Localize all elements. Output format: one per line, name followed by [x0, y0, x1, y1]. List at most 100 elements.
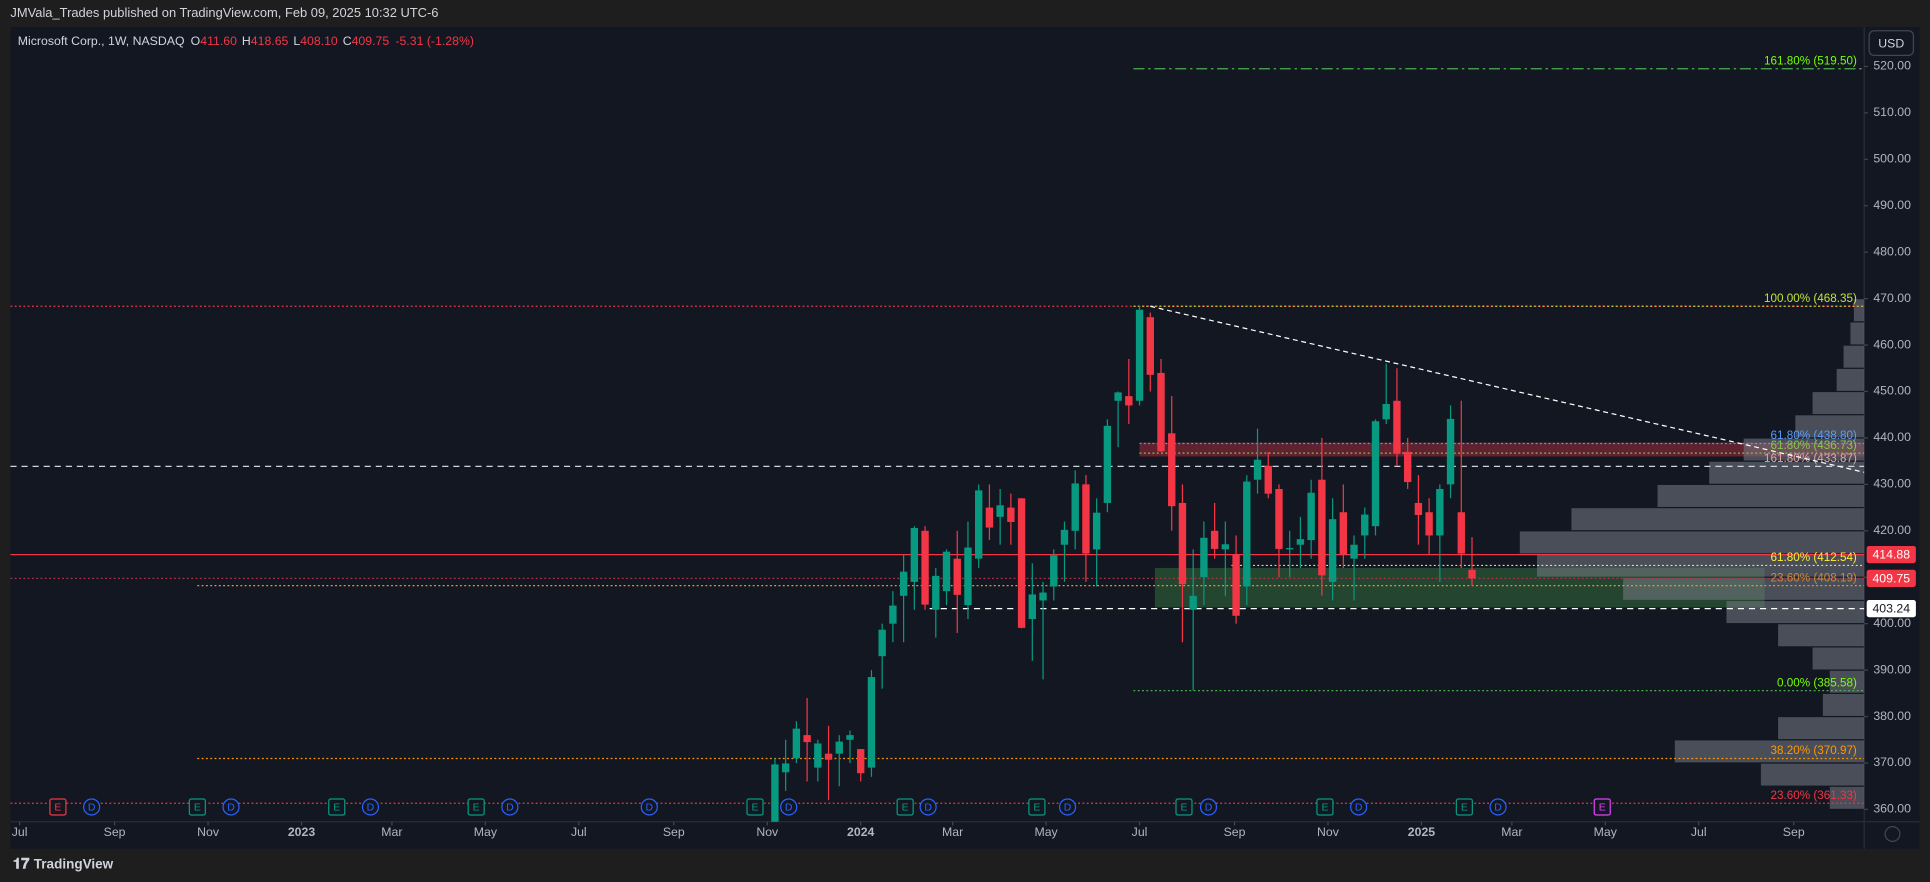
candle-body	[953, 558, 961, 595]
event-marker	[501, 798, 519, 816]
candle-body	[1403, 451, 1412, 483]
x-tick-label: Jul	[12, 825, 28, 839]
currency-button[interactable]	[1868, 30, 1915, 56]
candle-body	[942, 551, 951, 592]
candle-body	[1092, 512, 1101, 550]
volume-profile-bar	[1778, 717, 1865, 740]
legend-value: 418.65	[251, 34, 289, 48]
x-tick-label: Jul	[571, 825, 587, 839]
candle-body	[803, 735, 811, 743]
candle-body	[921, 530, 929, 605]
chart-area	[10, 27, 1920, 849]
y-tick-label: 420.00	[1873, 523, 1911, 537]
candle-body	[1039, 592, 1047, 601]
candle-body	[1318, 479, 1326, 576]
event-label: D	[924, 802, 932, 813]
event-label: E	[1321, 802, 1328, 813]
event-marker	[1489, 798, 1507, 816]
candle-body	[1135, 309, 1144, 401]
candle-body	[1286, 547, 1294, 550]
candle-body	[781, 763, 790, 773]
event-marker	[746, 798, 764, 816]
x-tick-label: May	[1034, 825, 1058, 839]
event-label: E	[902, 802, 909, 813]
event-marker	[222, 798, 240, 816]
event-marker	[1175, 798, 1193, 816]
price-label-box	[1866, 569, 1916, 588]
event-label: D	[1064, 802, 1072, 813]
y-tick-label: 500.00	[1873, 152, 1911, 166]
volume-profile-bar	[1571, 508, 1865, 531]
footer-logo: 𝟏𝟕	[13, 857, 30, 873]
legend-symbol: Microsoft Corp., 1W, NASDAQ	[18, 34, 185, 48]
candle-body	[1361, 514, 1369, 536]
y-tick-label: 450.00	[1873, 384, 1911, 398]
candle-body	[932, 575, 940, 610]
event-marker	[467, 798, 485, 816]
candle-body	[1103, 425, 1112, 503]
y-tick-label: 460.00	[1873, 337, 1911, 351]
volume-profile-bar	[1829, 786, 1865, 809]
event-marker	[640, 798, 658, 816]
event-marker	[919, 798, 937, 816]
level-label: 23.60% (408.19)	[1771, 571, 1857, 584]
x-tick-label: Sep	[663, 825, 685, 839]
volume-profile-bar	[1850, 322, 1865, 345]
y-tick-label: 390.00	[1873, 662, 1911, 676]
x-tick-label: 2025	[1408, 825, 1436, 839]
candle-body	[1200, 537, 1208, 578]
legend: Microsoft Corp., 1W, NASDAQ O411.60 H418.6…	[18, 34, 474, 48]
x-tick-label: Nov	[1317, 825, 1340, 839]
legend-change: -5.31 (-1.28%)	[395, 34, 474, 48]
level-label: 61.80% (436.73)	[1771, 439, 1857, 452]
logo-mark: 𝟏𝟕	[13, 857, 30, 873]
event-label: D	[367, 802, 375, 813]
level-label: 161.80% (433.87)	[1764, 452, 1857, 465]
event-label: D	[506, 802, 514, 813]
candle-body	[1414, 502, 1423, 516]
candle-body	[1350, 544, 1358, 559]
event-label: E	[473, 802, 480, 813]
candle-body	[1082, 484, 1090, 554]
volume-profile-bar	[1657, 484, 1865, 507]
candle-body	[1425, 512, 1433, 536]
candle-body	[1007, 507, 1015, 522]
candle-body	[910, 528, 919, 582]
level-label: 61.80% (438.80)	[1771, 429, 1857, 442]
event-marker	[1028, 798, 1046, 816]
legend-value: 409.75	[352, 34, 390, 48]
legend-key: C	[343, 34, 352, 48]
x-tick-label: Mar	[381, 825, 402, 839]
footer-brand: TradingView	[34, 856, 114, 871]
legend-key: O	[191, 34, 201, 48]
candle-body	[824, 753, 833, 760]
y-tick-label: 520.00	[1873, 59, 1911, 73]
volume-profile-bar	[1795, 415, 1865, 438]
candle-body	[1221, 544, 1230, 550]
level-label: 61.80% (412.54)	[1771, 551, 1857, 564]
candle-body	[1071, 483, 1079, 531]
candle-body	[1275, 489, 1283, 549]
volume-profile-bar	[1829, 670, 1865, 693]
plot: 161.80% (519.50) 100.00% (468.35) 61.80% (…	[10, 54, 1865, 822]
event-label: D	[785, 802, 793, 813]
volume-profile-bar	[1674, 740, 1865, 763]
volume-profile-bar	[1843, 345, 1865, 368]
event-label: D	[1205, 802, 1213, 813]
event-label: D	[227, 802, 235, 813]
y-tick-label: 380.00	[1873, 709, 1911, 723]
candle-body	[1264, 465, 1272, 494]
candle-body	[1328, 519, 1337, 582]
auto-scale-button[interactable]	[1884, 826, 1901, 843]
price-label-box	[1866, 545, 1916, 564]
volume-profile-bar	[1822, 693, 1865, 716]
event-marker	[1455, 798, 1473, 816]
x-tick-label: Sep	[1224, 825, 1246, 839]
x-tick-label: Jul	[1691, 825, 1707, 839]
candle-body	[814, 743, 822, 768]
event-label: D	[1355, 802, 1363, 813]
price-label: 409.75	[1872, 571, 1910, 585]
currency-label[interactable]: USD	[1878, 37, 1904, 51]
